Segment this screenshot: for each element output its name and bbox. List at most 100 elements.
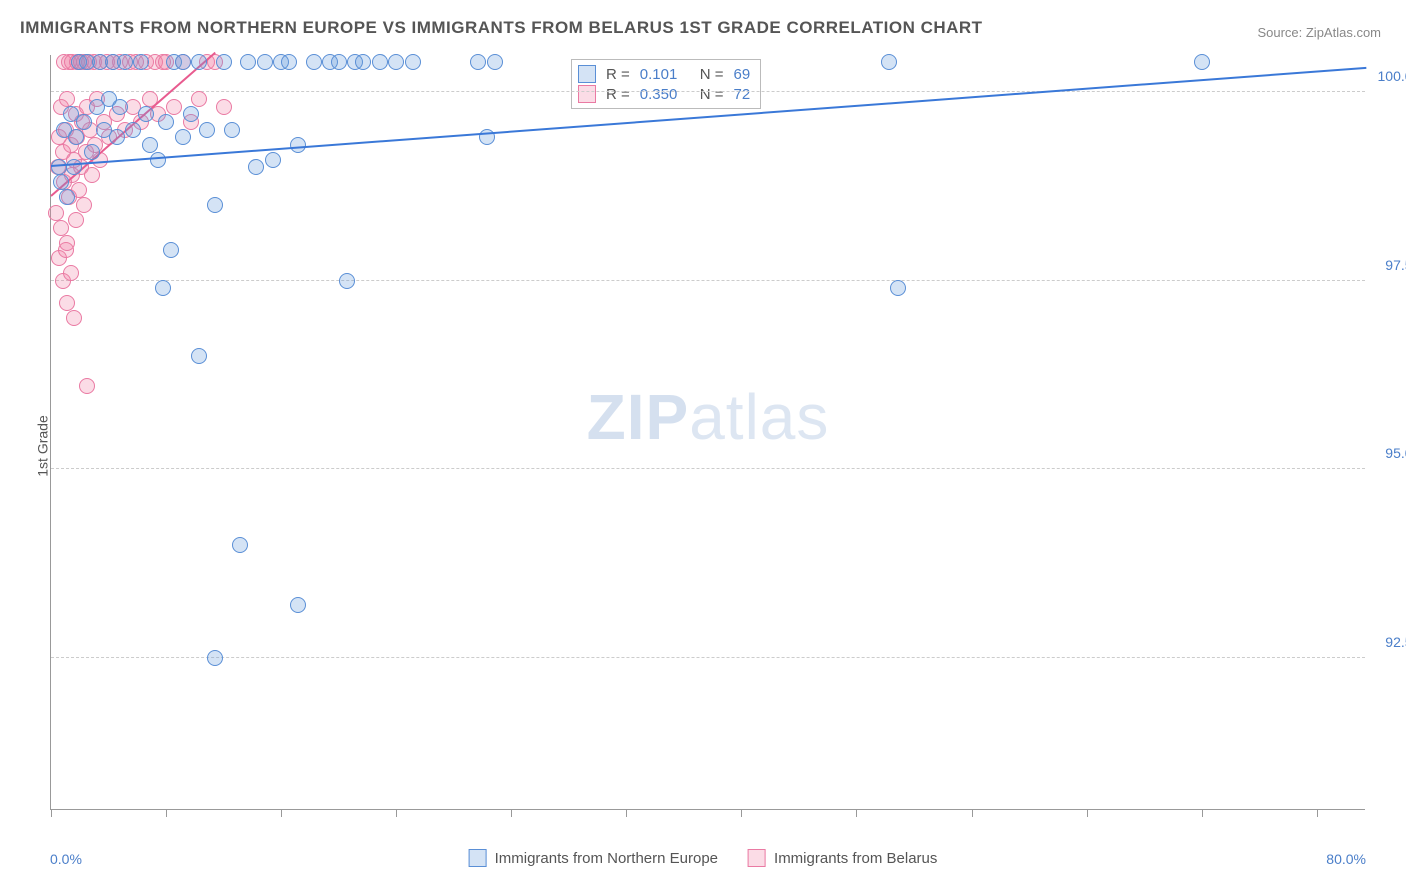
data-point [207,197,223,213]
stats-row: R =0.350N =72 [578,84,750,104]
data-point [166,99,182,115]
data-point [248,159,264,175]
watermark: ZIPatlas [587,380,830,454]
x-tick [281,809,282,817]
data-point [59,189,75,205]
x-tick [626,809,627,817]
data-point [240,54,256,70]
data-point [199,122,215,138]
data-point [155,280,171,296]
legend-item: Immigrants from Belarus [748,849,937,867]
data-point [265,152,281,168]
y-tick-label: 97.5% [1385,257,1406,273]
y-tick-label: 100.0% [1378,68,1406,84]
watermark-light: atlas [689,381,829,453]
data-point [112,99,128,115]
x-tick [972,809,973,817]
legend-label: Immigrants from Northern Europe [495,850,718,867]
data-point [66,159,82,175]
x-tick [1087,809,1088,817]
data-point [163,242,179,258]
data-point [150,152,166,168]
data-point [405,54,421,70]
x-tick [51,809,52,817]
data-point [487,54,503,70]
data-point [339,273,355,289]
data-point [76,197,92,213]
x-tick [396,809,397,817]
data-point [224,122,240,138]
stats-box: R = 0.101 N = 69R = 0.350 N = 72 [571,59,761,109]
stats-n-label: N = [700,66,724,83]
data-point [142,137,158,153]
data-point [331,54,347,70]
data-point [53,220,69,236]
data-point [191,54,207,70]
x-axis-min-label: 0.0% [50,851,82,867]
stats-row: R = 0.101 N = 69 [578,64,750,84]
data-point [1194,54,1210,70]
data-point [158,114,174,130]
data-point [207,650,223,666]
data-point [355,54,371,70]
data-point [68,212,84,228]
data-point [59,235,75,251]
data-point [133,54,149,70]
chart-title: IMMIGRANTS FROM NORTHERN EUROPE VS IMMIG… [20,18,983,38]
data-point [290,137,306,153]
data-point [470,54,486,70]
stats-n-label: N = [700,86,724,103]
data-point [175,129,191,145]
data-point [138,106,154,122]
y-tick-label: 92.5% [1385,634,1406,650]
data-point [117,54,133,70]
x-tick [511,809,512,817]
data-point [890,280,906,296]
legend-swatch [578,65,596,83]
data-point [290,597,306,613]
data-point [84,144,100,160]
data-point [372,54,388,70]
data-point [59,91,75,107]
stats-r-value: 0.350 [640,86,690,103]
data-point [232,537,248,553]
data-point [216,99,232,115]
data-point [76,114,92,130]
data-point [51,159,67,175]
data-point [191,91,207,107]
y-gridline [51,91,1365,92]
data-point [63,265,79,281]
y-axis-label: 1st Grade [35,415,51,476]
stats-n-value: 69 [734,66,751,83]
data-point [191,348,207,364]
plot-area: ZIPatlas R =0.101N =69R =0.350N =72 100.… [50,55,1365,810]
x-tick [1317,809,1318,817]
stats-n-value: 72 [734,86,751,103]
source-label: Source: ZipAtlas.com [1257,25,1381,40]
legend-swatch [748,849,766,867]
legend-label: Immigrants from Belarus [774,850,937,867]
stats-r-value: 0.101 [640,66,690,83]
legend-item: Immigrants from Northern Europe [469,849,718,867]
data-point [257,54,273,70]
data-point [175,54,191,70]
data-point [79,378,95,394]
data-point [388,54,404,70]
y-gridline [51,280,1365,281]
data-point [183,106,199,122]
data-point [109,129,125,145]
x-tick [166,809,167,817]
data-point [281,54,297,70]
data-point [53,174,69,190]
data-point [59,295,75,311]
y-gridline [51,468,1365,469]
data-point [881,54,897,70]
x-tick [741,809,742,817]
data-point [48,205,64,221]
legend-swatch [578,85,596,103]
data-point [216,54,232,70]
data-point [306,54,322,70]
data-point [66,310,82,326]
bottom-legend: Immigrants from Northern Europe Immigrant… [469,849,938,867]
stats-r-label: R = [606,66,630,83]
